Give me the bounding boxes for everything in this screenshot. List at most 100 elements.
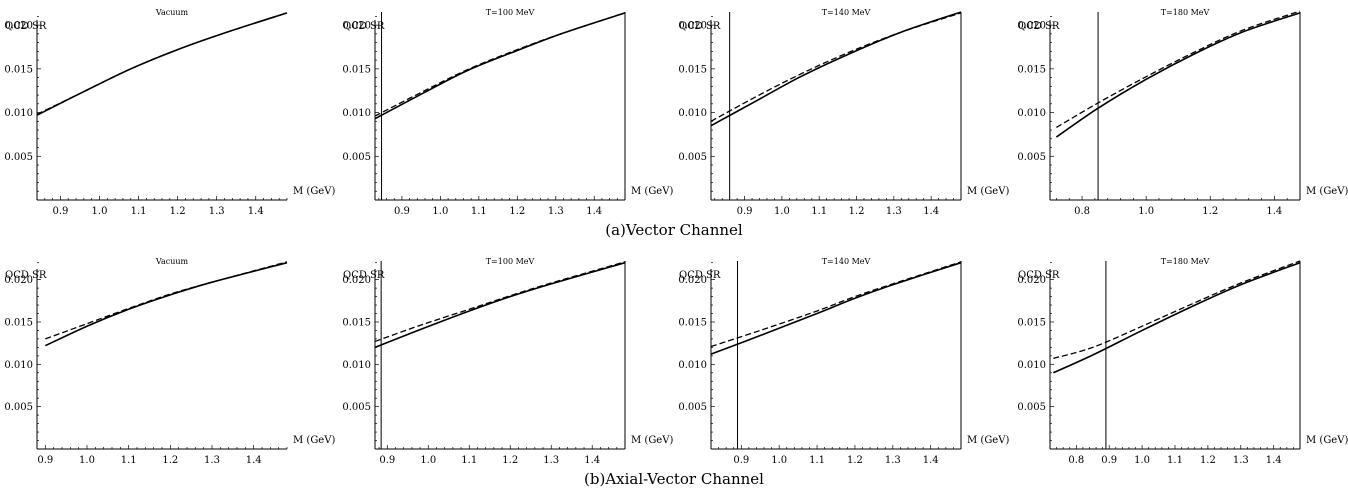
panel-1-3-x-tick-label: 1.0 [1134, 455, 1150, 466]
panel-0-0-y-tick-label: 0.010 [4, 108, 33, 119]
panel-0-1-y-tick-label: 0.005 [342, 152, 371, 163]
panel-1-0-title: Vacuum [155, 257, 189, 266]
panel-1-2-x-tick-label: 1.1 [809, 455, 825, 466]
panel-1-2-x-tick-label: 1.4 [923, 455, 939, 466]
panel-1-1-y-tick-label: 0.015 [342, 317, 371, 328]
panel-0-0-series-dashed-line [36, 12, 288, 115]
panel-0-1-y-axis-label: QCD SR [343, 21, 385, 32]
panel-1-2-y-tick-label: 0.015 [678, 317, 707, 328]
panel-0-1-title: T=100 MeV [486, 8, 535, 17]
panel-1-0-y-axis-label: QCD SR [5, 270, 47, 281]
panel-1-1-title: T=100 MeV [486, 257, 535, 266]
panel-1-1-x-tick-label: 0.9 [379, 455, 395, 466]
panel-1-3-y-tick-label: 0.020 [1017, 275, 1046, 286]
panel-0-1-y-tick-label: 0.015 [342, 64, 371, 75]
panel-0-3-y-axis-label: QCD SR [1018, 21, 1060, 32]
panel-0-0-title: Vacuum [155, 8, 189, 17]
panel-1-3-series-solid-line [1052, 261, 1301, 374]
panel-1-0-series-dashed-line [45, 261, 288, 340]
panel-0-2-y-axis-label: QCD SR [679, 21, 721, 32]
panel-1-3-y-tick-label: 0.015 [1017, 317, 1046, 328]
panel-0-3-x-tick-label: 1.4 [1266, 206, 1282, 217]
panel-1-3-y-tick-label: 0.010 [1017, 360, 1046, 371]
panel-0-2-x-tick-label: 1.3 [886, 206, 902, 217]
panel-0-0-x-tick-label: 1.0 [92, 206, 108, 217]
panel-0-2-series-solid-line [710, 11, 962, 127]
panel-0-1: T=100 MeV QCD SR M (GeV) 0.9 1.0 1.1 1.2 1.3 1.4… [342, 8, 673, 217]
panel-1-0-x-tick-label: 1.3 [204, 455, 220, 466]
panel-1-2-series-dashed-line [710, 261, 962, 348]
panel-0-2: T=140 MeV QCD SR M (GeV) 0.9 1.0 1.1 1.2 1.3 1.4… [678, 8, 1009, 217]
panel-1-2-x-tick-label: 0.9 [733, 455, 749, 466]
panel-1-0-x-tick-label: 1.4 [246, 455, 262, 466]
panel-1-2-y-tick-label: 0.010 [678, 360, 707, 371]
panel-1-1: T=100 MeV QCD SR M (GeV) 0.9 1.0 1.1 1.2 1.3 1.4… [342, 257, 673, 466]
panel-0-1-x-tick-label: 1.4 [586, 206, 602, 217]
panel-1-0-x-tick-label: 1.0 [79, 455, 95, 466]
panel-1-3-x-tick-label: 0.8 [1068, 455, 1084, 466]
panel-0-1-y-tick-label: 0.020 [342, 21, 371, 32]
panel-0-3-y-tick-label: 0.020 [1017, 21, 1046, 32]
panel-1-2-x-tick-label: 1.0 [771, 455, 787, 466]
panel-1-1-x-tick-label: 1.1 [461, 455, 477, 466]
panel-0-1-x-axis-label: M (GeV) [631, 186, 673, 197]
panel-1-3: T=180 MeV QCD SR M (GeV) 0.8 0.9 1.0 1.1 1.2 1.3… [1017, 257, 1348, 466]
panel-0-3-y-tick-label: 0.005 [1017, 152, 1046, 163]
panel-0-2-x-tick-label: 0.9 [737, 206, 753, 217]
panel-0-0-x-tick-label: 1.4 [248, 206, 264, 217]
panel-1-0-y-tick-label: 0.010 [4, 360, 33, 371]
panel-0-2-x-axis-label: M (GeV) [967, 186, 1009, 197]
panel-1-1-x-axis-label: M (GeV) [631, 435, 673, 446]
panel-1-3-series-dashed-line [1053, 260, 1301, 360]
panel-1-0-x-tick-label: 1.2 [162, 455, 178, 466]
panel-0-0-x-tick-label: 1.1 [131, 206, 147, 217]
panel-1-1-series-solid-line [374, 261, 626, 349]
panel-0-0-series-solid-line [36, 12, 288, 116]
panel-1-1-x-tick-label: 1.3 [543, 455, 559, 466]
panel-1-3-title: T=180 MeV [1161, 257, 1210, 266]
panel-0-0-y-tick-label: 0.015 [4, 64, 33, 75]
panel-0-0-y-tick-label: 0.005 [4, 152, 33, 163]
panel-1-1-y-tick-label: 0.005 [342, 402, 371, 413]
panel-0-2-x-tick-label: 1.0 [774, 206, 790, 217]
panel-0-0: Vacuum QCD SR M (GeV) 0.9 1.0 1.1 1.2 1.3 1.4 0.0… [4, 8, 335, 217]
panel-1-3-x-tick-label: 1.4 [1266, 455, 1282, 466]
panel-0-2-series-dashed-line [710, 12, 962, 122]
panel-1-0-y-tick-label: 0.015 [4, 317, 33, 328]
panel-1-1-y-tick-label: 0.010 [342, 360, 371, 371]
panel-1-1-x-tick-label: 1.2 [502, 455, 518, 466]
panel-0-3-y-tick-label: 0.015 [1017, 64, 1046, 75]
panel-1-3-x-tick-label: 1.3 [1233, 455, 1249, 466]
panel-0-0-x-tick-label: 1.3 [209, 206, 225, 217]
panel-1-3-x-tick-label: 1.2 [1200, 455, 1216, 466]
panel-1-0-y-tick-label: 0.020 [4, 275, 33, 286]
panel-1-2: T=140 MeV QCD SR M (GeV) 0.9 1.0 1.1 1.2 1.3 1.4… [678, 257, 1009, 466]
panel-1-1-x-tick-label: 1.0 [420, 455, 436, 466]
panel-1-2-x-axis-label: M (GeV) [967, 435, 1009, 446]
panel-1-0-series-solid-line [44, 261, 288, 347]
panel-1-2-y-axis-label: QCD SR [679, 270, 721, 281]
panel-1-0-x-tick-label: 1.1 [121, 455, 137, 466]
panel-0-2-title: T=140 MeV [822, 8, 871, 17]
panel-0-3-series-solid-line [1055, 12, 1301, 138]
panel-0-2-y-tick-label: 0.020 [678, 21, 707, 32]
panel-0-2-y-tick-label: 0.005 [678, 152, 707, 163]
panel-1-1-y-axis-label: QCD SR [343, 270, 385, 281]
panel-1-3-x-axis-label: M (GeV) [1306, 435, 1348, 446]
panel-1-3-y-tick-label: 0.005 [1017, 402, 1046, 413]
panel-1-0-y-tick-label: 0.005 [4, 402, 33, 413]
panel-1-2-x-tick-label: 1.3 [885, 455, 901, 466]
panel-0-3-x-tick-label: 1.0 [1138, 206, 1154, 217]
panel-0-0-y-axis-label: QCD SR [5, 21, 47, 32]
panel-0-0-x-axis-label: M (GeV) [293, 186, 335, 197]
panel-1-2-x-tick-label: 1.2 [847, 455, 863, 466]
panel-0-2-x-tick-label: 1.2 [849, 206, 865, 217]
panel-1-0-x-tick-label: 0.9 [37, 455, 53, 466]
caption-vector-channel: (a)Vector Channel [605, 221, 743, 239]
caption-axial-vector-channel: (b)Axial-Vector Channel [584, 470, 764, 488]
panel-0-3-x-axis-label: M (GeV) [1306, 186, 1348, 197]
panel-1-2-series-solid-line [710, 261, 962, 355]
panel-0-1-series-dashed-line [374, 12, 626, 117]
